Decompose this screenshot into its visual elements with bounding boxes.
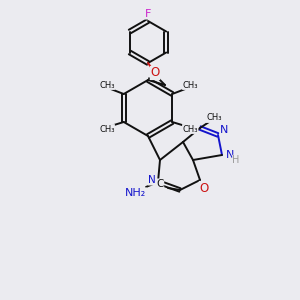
- Text: H: H: [232, 155, 240, 165]
- Text: CH₃: CH₃: [182, 80, 198, 89]
- Text: O: O: [200, 182, 208, 194]
- Text: N: N: [148, 175, 156, 185]
- Text: F: F: [145, 9, 151, 19]
- Text: NH₂: NH₂: [125, 188, 147, 198]
- Text: N: N: [226, 150, 234, 160]
- Text: CH₃: CH₃: [182, 124, 198, 134]
- Text: CH₃: CH₃: [99, 124, 115, 134]
- Text: C: C: [156, 179, 164, 189]
- Text: CH₃: CH₃: [99, 80, 115, 89]
- Text: N: N: [220, 125, 228, 135]
- Text: CH₃: CH₃: [206, 113, 222, 122]
- Text: O: O: [150, 67, 160, 80]
